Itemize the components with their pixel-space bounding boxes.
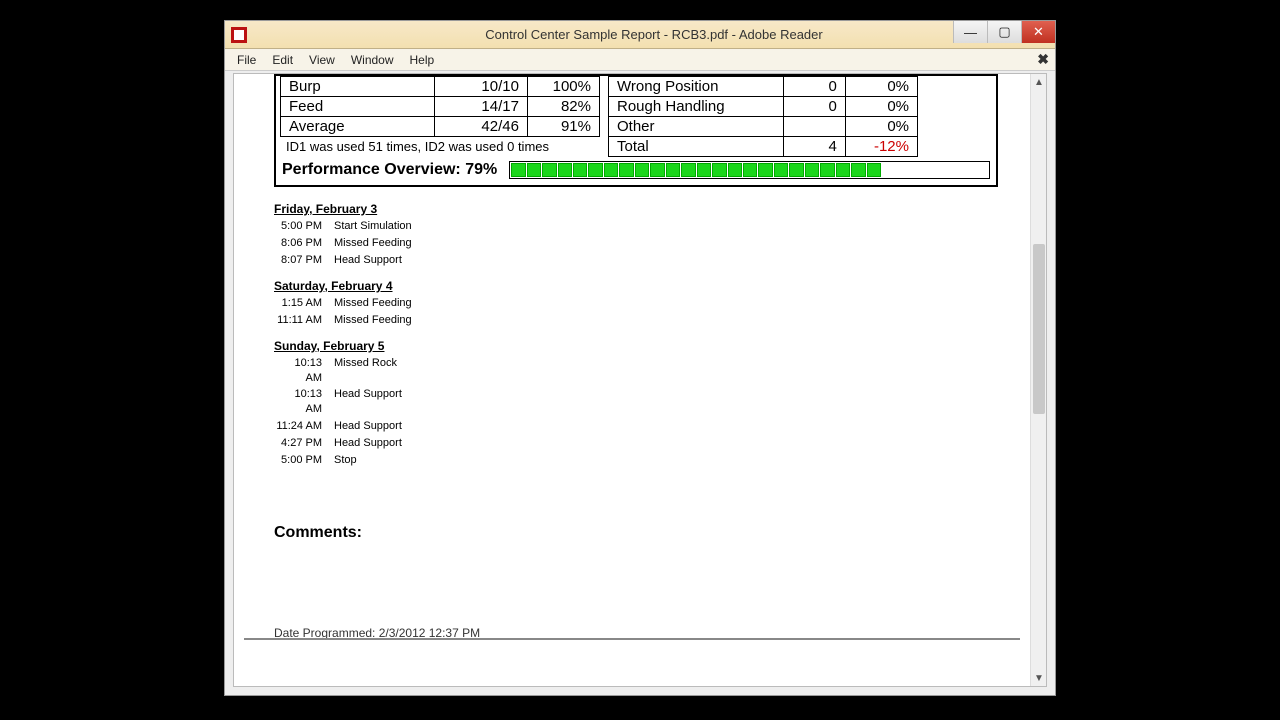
log-day-heading: Friday, February 3 <box>274 201 998 217</box>
table-cell <box>784 117 846 137</box>
tab-close-icon[interactable]: ✖ <box>1037 51 1049 68</box>
scroll-down-icon[interactable]: ▼ <box>1031 670 1047 686</box>
table-cell: 0% <box>845 117 917 137</box>
left-table: Burp 10/10 100% Feed 14/17 82% Average 42/… <box>280 76 600 137</box>
menu-help[interactable]: Help <box>402 51 443 69</box>
pdf-icon <box>231 27 247 43</box>
menu-window[interactable]: Window <box>343 51 402 69</box>
log-time: 8:07 PM <box>276 253 332 268</box>
table-cell: Average <box>281 117 435 137</box>
window-buttons: — ▢ ✕ <box>953 21 1055 43</box>
letterbox: Control Center Sample Report - RCB3.pdf … <box>0 0 1280 720</box>
log-day-heading: Saturday, February 4 <box>274 278 998 294</box>
table-cell: Wrong Position <box>609 77 784 97</box>
table-cell: Other <box>609 117 784 137</box>
log-time: 5:00 PM <box>276 219 332 234</box>
performance-row: Performance Overview: 79% <box>276 157 996 185</box>
log-time: 11:24 AM <box>276 419 332 434</box>
log-event: Stop <box>334 453 408 468</box>
table-cell: Rough Handling <box>609 97 784 117</box>
scroll-thumb[interactable] <box>1033 244 1045 414</box>
log-event: Start Simulation <box>334 219 418 234</box>
table-cell: 82% <box>527 97 599 117</box>
log-event: Missed Feeding <box>334 236 418 251</box>
log-time: 5:00 PM <box>276 453 332 468</box>
pdf-page: Burp 10/10 100% Feed 14/17 82% Average 42/… <box>254 74 1018 636</box>
log-time: 4:27 PM <box>276 436 332 451</box>
close-button[interactable]: ✕ <box>1021 21 1055 43</box>
table-cell: 91% <box>527 117 599 137</box>
scrollbar[interactable]: ▲ ▼ <box>1030 74 1046 686</box>
table-cell: Burp <box>281 77 435 97</box>
performance-bar <box>509 161 990 179</box>
performance-label: Performance Overview: 79% <box>282 161 497 179</box>
menubar: File Edit View Window Help ✖ <box>225 49 1055 71</box>
right-table: Wrong Position 0 0% Rough Handling 0 0% Ot… <box>608 76 918 157</box>
maximize-button[interactable]: ▢ <box>987 21 1021 43</box>
page-separator <box>244 638 1020 640</box>
document-viewport[interactable]: Burp 10/10 100% Feed 14/17 82% Average 42/… <box>233 73 1047 687</box>
menu-file[interactable]: File <box>229 51 264 69</box>
table-cell: 42/46 <box>435 117 528 137</box>
log-event: Head Support <box>334 387 408 417</box>
window-title: Control Center Sample Report - RCB3.pdf … <box>253 27 1055 42</box>
event-log: Friday, February 35:00 PMStart Simulatio… <box>274 201 998 470</box>
menu-view[interactable]: View <box>301 51 343 69</box>
log-event: Missed Feeding <box>334 296 418 311</box>
table-cell: 0% <box>845 77 917 97</box>
summary-box: Burp 10/10 100% Feed 14/17 82% Average 42/… <box>274 74 998 187</box>
table-cell: 14/17 <box>435 97 528 117</box>
table-cell: -12% <box>845 137 917 157</box>
log-event: Head Support <box>334 253 418 268</box>
minimize-button[interactable]: — <box>953 21 987 43</box>
titlebar[interactable]: Control Center Sample Report - RCB3.pdf … <box>225 21 1055 49</box>
log-event: Head Support <box>334 436 408 451</box>
log-time: 1:15 AM <box>276 296 332 311</box>
table-cell: 0% <box>845 97 917 117</box>
table-cell: 4 <box>784 137 846 157</box>
log-time: 10:13 AM <box>276 356 332 386</box>
scroll-up-icon[interactable]: ▲ <box>1031 74 1047 90</box>
table-cell: 0 <box>784 77 846 97</box>
log-day-heading: Sunday, February 5 <box>274 338 998 354</box>
menu-edit[interactable]: Edit <box>264 51 301 69</box>
table-cell: 0 <box>784 97 846 117</box>
table-cell: Feed <box>281 97 435 117</box>
log-time: 11:11 AM <box>276 313 332 328</box>
table-cell: 100% <box>527 77 599 97</box>
app-window: Control Center Sample Report - RCB3.pdf … <box>224 20 1056 696</box>
log-event: Missed Rock <box>334 356 408 386</box>
log-event: Head Support <box>334 419 408 434</box>
comments-heading: Comments: <box>274 524 998 542</box>
table-cell: 10/10 <box>435 77 528 97</box>
log-time: 8:06 PM <box>276 236 332 251</box>
table-cell: Total <box>609 137 784 157</box>
id-usage-note: ID1 was used 51 times, ID2 was used 0 ti… <box>280 137 600 156</box>
log-event: Missed Feeding <box>334 313 418 328</box>
log-time: 10:13 AM <box>276 387 332 417</box>
